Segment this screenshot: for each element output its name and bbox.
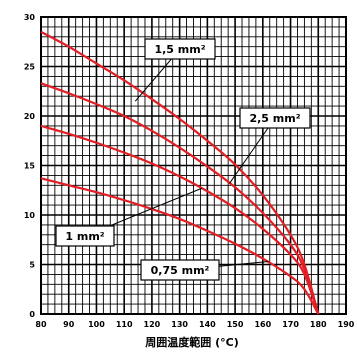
x-tick-label: 160 bbox=[254, 320, 271, 329]
callout-box bbox=[144, 38, 216, 60]
x-tick-label: 170 bbox=[282, 320, 299, 329]
callout: 2,5 mm² bbox=[239, 107, 311, 129]
y-tick-label: 25 bbox=[24, 63, 36, 72]
y-tick-label: 30 bbox=[24, 13, 36, 22]
series-layer bbox=[40, 30, 320, 315]
y-tick-label: 10 bbox=[24, 211, 36, 220]
callout-box bbox=[55, 225, 115, 247]
x-axis-label: 周囲温度範囲 (°C) bbox=[145, 335, 238, 349]
x-tick-labels: 80 90 100 110 120 130 140 150 160 170 180 190 bbox=[35, 320, 354, 329]
callout-box bbox=[239, 107, 311, 129]
x-tick-label: 190 bbox=[338, 320, 355, 329]
plot-frame bbox=[40, 16, 347, 315]
callout-label: 1 mm² bbox=[65, 230, 104, 243]
callout-box bbox=[140, 259, 220, 281]
x-tick-label: 80 bbox=[35, 320, 47, 329]
callout-label: 1,5 mm² bbox=[154, 43, 205, 56]
y-tick-label: 5 bbox=[29, 261, 35, 270]
x-tick-label: 90 bbox=[63, 320, 75, 329]
grid bbox=[40, 16, 347, 315]
x-tick-label: 180 bbox=[310, 320, 327, 329]
y-tick-label: 15 bbox=[24, 162, 36, 171]
series-line bbox=[40, 30, 320, 315]
y-tick-label: 20 bbox=[24, 112, 36, 121]
x-tick-label: 100 bbox=[88, 320, 105, 329]
x-tick-label: 140 bbox=[199, 320, 216, 329]
series-line bbox=[40, 124, 320, 315]
series-line bbox=[40, 177, 320, 315]
y-tick-label: 0 bbox=[29, 310, 35, 319]
x-tick-label: 110 bbox=[116, 320, 133, 329]
callout-leader bbox=[229, 117, 276, 184]
callout-labels: 1,5 mm² 2,5 mm² 1 mm² 0,75 mm² bbox=[55, 38, 311, 281]
series-line bbox=[40, 82, 320, 315]
x-tick-label: 120 bbox=[144, 320, 161, 329]
callout: 0,75 mm² bbox=[140, 259, 220, 281]
y-tick-labels: 0 5 10 15 20 25 30 bbox=[24, 13, 36, 319]
callout-label: 2,5 mm² bbox=[249, 112, 300, 125]
x-tick-label: 150 bbox=[227, 320, 244, 329]
callout: 1,5 mm² bbox=[144, 38, 216, 60]
callout-label: 0,75 mm² bbox=[151, 264, 210, 277]
callout: 1 mm² bbox=[55, 225, 115, 247]
x-tick-label: 130 bbox=[171, 320, 188, 329]
